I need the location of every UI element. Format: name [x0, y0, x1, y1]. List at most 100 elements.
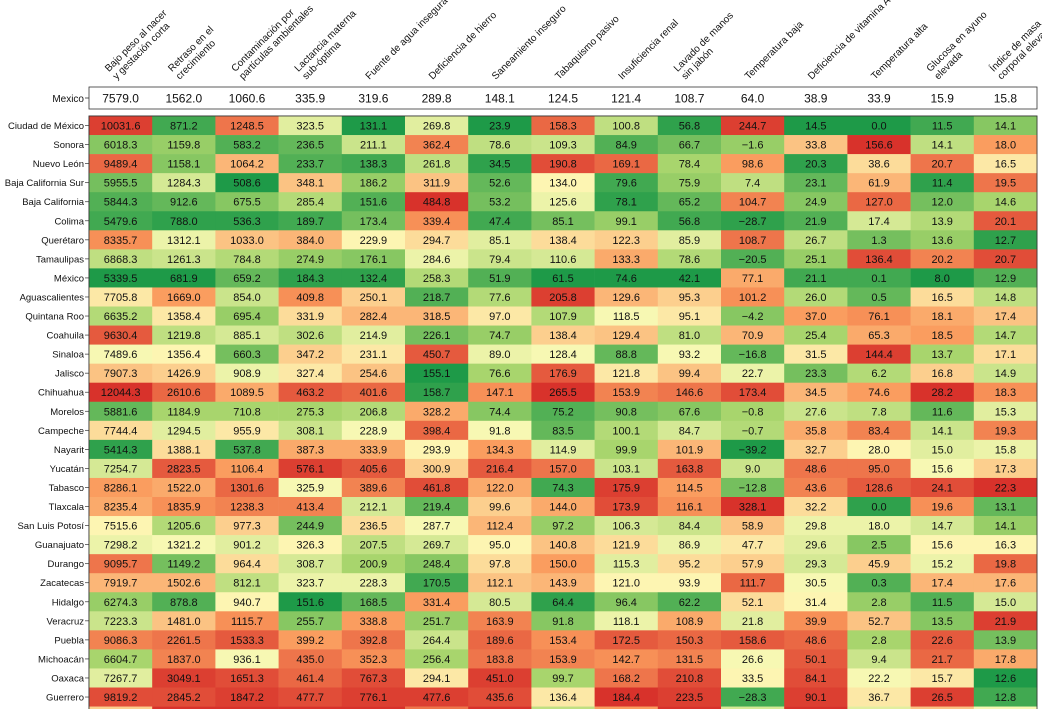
cell-value: 78.6	[679, 254, 700, 266]
heatmap-cell	[89, 116, 153, 136]
heatmap-cell	[721, 554, 785, 574]
cell-value: 261.8	[423, 159, 451, 171]
heatmap-cell	[847, 573, 911, 593]
heatmap-cell	[341, 211, 406, 231]
cell-value: 116.1	[676, 502, 703, 514]
heatmap-cell	[278, 230, 343, 250]
cell-value: 100.1	[612, 425, 640, 437]
heatmap-cell	[341, 649, 406, 669]
cell-value: 6868.3	[104, 254, 138, 266]
heatmap-cell	[531, 458, 595, 479]
cell-value: 463.2	[296, 387, 324, 399]
cell-value: 214.9	[360, 330, 388, 342]
heatmap-cell	[278, 649, 343, 669]
heatmap-cell	[405, 439, 469, 460]
cell-value: 144.4	[865, 349, 893, 361]
cell-value: 163.8	[676, 463, 704, 475]
cell-value: 13.1	[995, 502, 1016, 514]
heatmap-cell	[973, 192, 1038, 212]
heatmap-cell	[973, 325, 1038, 345]
cell-value: 133.3	[612, 254, 640, 266]
cell-value: 85.1	[489, 235, 510, 247]
cell-value: 207.5	[360, 540, 388, 552]
national-value: 319.6	[358, 92, 388, 106]
state-label: Quintana Roo	[25, 312, 84, 323]
cell-value: 451.0	[486, 673, 514, 685]
heatmap-cell	[531, 135, 595, 155]
heatmap-cell	[973, 135, 1038, 155]
cell-value: 14.6	[995, 197, 1016, 209]
column-header: Tabaquismo pasivo	[553, 14, 622, 83]
cell-value: 11.6	[932, 406, 953, 418]
cell-value: 294.7	[423, 235, 451, 247]
cell-value: 323.7	[296, 578, 324, 590]
cell-value: 265.5	[549, 387, 577, 399]
cell-value: 25.1	[805, 254, 826, 266]
cell-value: 89.0	[489, 349, 510, 361]
cell-value: 767.3	[360, 673, 388, 685]
heatmap-cell	[657, 173, 722, 193]
national-row-label: Mexico	[52, 94, 84, 105]
heatmap-cell	[973, 268, 1038, 288]
state-row: Morelos 5881.6 1184.9 710.8 275.3 206.8 328.2 7…	[50, 401, 1038, 422]
heatmap-cell	[215, 401, 279, 422]
heatmap-cell	[405, 611, 469, 631]
heatmap-cell	[531, 516, 595, 536]
state-row: Guerrero 9819.2 2845.2 1847.2 477.7 776.1 477.…	[46, 687, 1038, 707]
cell-value: 901.2	[233, 540, 261, 552]
cell-value: 1669.0	[167, 292, 201, 304]
cell-value: 127.0	[865, 197, 893, 209]
national-value: 124.5	[548, 92, 578, 106]
heatmap-cell	[341, 497, 406, 517]
cell-value: 77.1	[742, 273, 763, 285]
cell-value: 12.9	[995, 273, 1016, 285]
cell-value: 3049.1	[167, 673, 201, 685]
cell-value: 854.0	[233, 292, 261, 304]
heatmap-cell	[847, 173, 911, 193]
heatmap-cell	[468, 192, 532, 212]
state-row: Nuevo León 9489.4 1158.1 1064.2 233.7 138.3 26…	[33, 154, 1038, 174]
cell-value: 52.1	[742, 597, 763, 609]
cell-value: 35.8	[805, 425, 826, 437]
cell-value: 1301.6	[230, 482, 264, 494]
heatmap-cell	[973, 630, 1038, 650]
heatmap-cell	[910, 668, 975, 688]
heatmap-cell	[594, 516, 659, 536]
heatmap-cell	[910, 268, 975, 288]
cell-value: 21.7	[931, 654, 952, 666]
heatmap-cell	[405, 135, 469, 155]
heatmap-cell	[594, 535, 659, 555]
heatmap-cell	[847, 497, 911, 517]
heatmap-cell	[405, 592, 469, 612]
heatmap-cell	[405, 668, 469, 688]
heatmap-cell	[468, 116, 532, 136]
heatmap-cell	[847, 135, 911, 155]
cell-value: 14.5	[805, 121, 826, 133]
heatmap-cell	[784, 268, 848, 288]
heatmap-cell	[89, 611, 153, 631]
cell-value: 140.8	[549, 540, 577, 552]
heatmap-cell	[973, 439, 1038, 460]
heatmap-cell	[152, 325, 216, 345]
cell-value: 74.6	[615, 273, 636, 285]
cell-value: 150.3	[676, 635, 704, 647]
state-row: Oaxaca 7267.7 3049.1 1651.3 461.4 767.3 294.1 4…	[51, 668, 1038, 688]
state-label: Querétaro	[41, 235, 84, 246]
cell-value: 14.7	[931, 521, 952, 533]
heatmap-cell	[89, 630, 153, 650]
heatmap-cell	[405, 325, 469, 345]
heatmap-cell	[531, 192, 595, 212]
heatmap-cell	[89, 420, 153, 441]
cell-value: 66.7	[679, 140, 700, 152]
cell-value: 85.1	[552, 216, 573, 228]
cell-value: 57.9	[742, 559, 763, 571]
heatmap-cell	[468, 687, 532, 707]
cell-value: 17.8	[995, 654, 1016, 666]
cell-value: 52.7	[868, 616, 889, 628]
heatmap-cell	[278, 573, 343, 593]
heatmap-cell	[278, 592, 343, 612]
cell-value: 477.6	[423, 692, 451, 704]
heatmap-cell	[784, 249, 848, 269]
cell-value: 15.3	[995, 406, 1016, 418]
